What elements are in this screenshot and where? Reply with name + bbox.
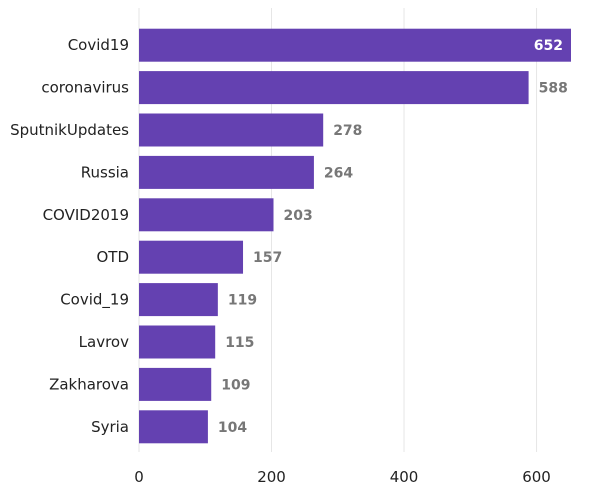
bar-Covid19 [139, 28, 571, 62]
value-label: 588 [539, 81, 568, 97]
bar-Lavrov [139, 325, 216, 359]
value-label: 264 [324, 165, 353, 181]
bar-Syria [139, 410, 208, 444]
category-label: Covid19 [68, 36, 129, 54]
value-label: 119 [228, 293, 257, 309]
category-label: Zakharova [49, 375, 129, 393]
value-label: 104 [218, 420, 247, 436]
x-tick-label: 0 [134, 468, 144, 486]
value-label: 652 [534, 38, 563, 54]
bar-coronavirus [139, 71, 529, 105]
category-label: COVID2019 [43, 206, 129, 224]
x-tick-label: 600 [522, 468, 551, 486]
value-label: 115 [225, 335, 254, 351]
bar-COVID2019 [139, 198, 274, 232]
x-tick-label: 400 [390, 468, 419, 486]
category-label: Covid_19 [60, 291, 129, 310]
value-label: 109 [221, 377, 250, 393]
value-label: 203 [284, 208, 313, 224]
category-label: coronavirus [41, 79, 129, 97]
x-tick-label: 200 [257, 468, 286, 486]
category-label: SputnikUpdates [10, 121, 129, 139]
bar-Covid_19 [139, 283, 218, 317]
value-label: 157 [253, 250, 282, 266]
bar-Zakharova [139, 367, 212, 401]
category-label: Syria [91, 418, 129, 436]
bar-OTD [139, 240, 244, 274]
category-label: Lavrov [79, 333, 129, 351]
label-layer: Covid19 652 coronavirus 588 SputnikUpdates 27… [10, 36, 568, 436]
category-label: Russia [81, 163, 129, 181]
bar-SputnikUpdates [139, 113, 324, 147]
bar-Russia [139, 155, 314, 189]
category-label: OTD [96, 248, 129, 266]
value-label: 278 [333, 123, 362, 139]
bar-layer [139, 28, 571, 444]
x-axis: 0 200 400 600 [134, 468, 551, 486]
